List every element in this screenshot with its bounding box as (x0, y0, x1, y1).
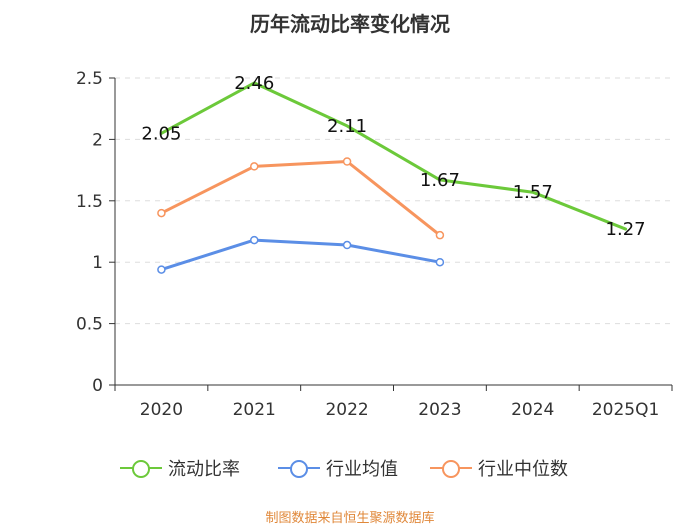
legend-marker-icon (278, 458, 320, 478)
series-line (159, 81, 628, 231)
x-tick-label: 2020 (140, 400, 183, 420)
axes: 0 0.5 1 1.5 2 2.5 2020 2021 2022 2023 2024 2025Q1 (76, 69, 673, 420)
y-tick-label: 0 (92, 376, 103, 396)
grid-lines (115, 77, 672, 325)
legend-label: 行业均值 (326, 459, 398, 480)
data-point (157, 208, 166, 218)
data-label: 1.57 (513, 182, 553, 203)
series-line (159, 238, 442, 272)
source-note: 制图数据来自恒生聚源数据库 (265, 511, 435, 526)
y-tick-label: 1 (92, 253, 103, 273)
data-point (342, 157, 352, 166)
data-label: 1.67 (420, 170, 460, 191)
legend-item-industry-mean[interactable]: 行业均值 (278, 456, 398, 480)
data-point (250, 162, 259, 171)
chart-title: 历年流动比率变化情况 (250, 12, 450, 36)
legend-label: 流动比率 (168, 459, 240, 480)
x-tick-label: 2024 (511, 400, 554, 420)
data-labels: 2.05 2.46 2.11 1.67 1.57 1.27 (141, 73, 645, 240)
data-label: 2.46 (234, 73, 274, 94)
series-line (159, 160, 442, 237)
legend-marker-icon (430, 458, 472, 478)
x-tick-label: 2022 (325, 400, 368, 420)
y-tick-label: 2.5 (76, 69, 103, 89)
y-tick-label: 2 (92, 130, 103, 150)
data-point (157, 265, 166, 274)
x-tick-label: 2023 (418, 400, 461, 420)
data-point (435, 257, 445, 267)
data-point (250, 235, 259, 245)
legend-item-industry-median[interactable]: 行业中位数 (430, 456, 568, 480)
x-tick-label: 2025Q1 (592, 400, 659, 420)
y-tick-label: 0.5 (76, 315, 103, 335)
legend-item-current-ratio[interactable]: 流动比率 (120, 456, 240, 480)
series-lines (157, 81, 628, 274)
legend-label: 行业中位数 (478, 459, 568, 480)
data-label: 1.27 (606, 219, 646, 240)
data-label: 2.05 (141, 123, 181, 144)
legend-marker-icon (120, 458, 162, 478)
data-point (342, 240, 352, 250)
data-label: 2.11 (327, 116, 367, 137)
y-tick-label: 1.5 (76, 192, 103, 212)
x-tick-label: 2021 (233, 400, 276, 420)
data-point (435, 230, 445, 240)
